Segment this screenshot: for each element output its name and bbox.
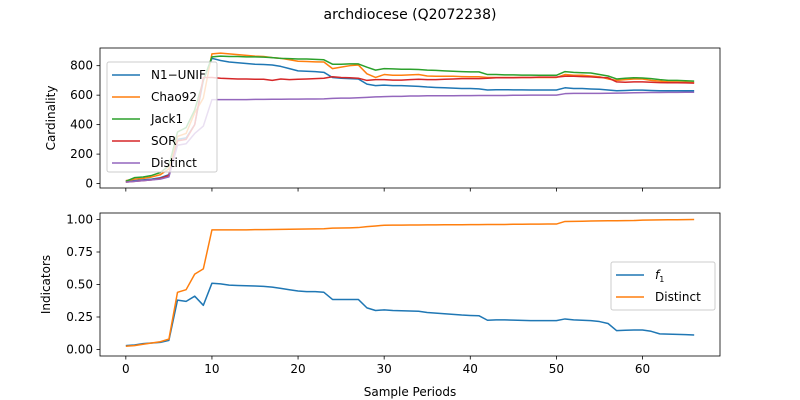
y-axis-label: Cardinality (44, 86, 58, 151)
legend-label: Chao92 (151, 90, 197, 104)
x-axis-label: Sample Periods (364, 385, 456, 399)
legend-item: Distinct (112, 156, 197, 170)
y-axis-label: Indicators (39, 255, 53, 314)
legend-box (610, 261, 716, 311)
legend-item: Jack1 (112, 112, 183, 126)
series-line-n1-unif (125, 57, 695, 183)
x-tick-label: 40 (463, 362, 478, 376)
x-tick-label: 30 (377, 362, 392, 376)
legend: f1 Distinct (610, 261, 716, 311)
series-line-jack1 (125, 55, 695, 183)
y-tick-label: 0.25 (66, 310, 93, 324)
legend-item: Chao92 (112, 90, 197, 104)
legend: N1−UNIF Chao92 Jack1 SOR Distinct (106, 61, 218, 173)
legend-label: f1 (655, 268, 664, 284)
y-tick-label: 0.75 (66, 245, 93, 259)
x-tick-label: 60 (635, 362, 650, 376)
cardinality-panel: 0 200 400 600 800 Cardinality N1−UNIF Chao92 Jac… (44, 47, 721, 192)
series-line-distinct (125, 91, 695, 183)
legend-item: SOR (112, 134, 176, 148)
y-tick-label: 400 (70, 118, 93, 132)
series-line-f1 (125, 282, 695, 347)
legend-label: N1−UNIF (151, 68, 206, 82)
axes-frame (99, 47, 721, 189)
y-tick-label: 0 (85, 177, 93, 191)
y-tick-label: 600 (70, 88, 93, 102)
y-tick-label: 1.00 (66, 213, 93, 227)
legend-item: Distinct (616, 290, 701, 304)
legend-box (106, 61, 218, 173)
y-tick-label: 0.00 (66, 343, 93, 357)
x-tick-label: 10 (204, 362, 219, 376)
series-line-sor (125, 75, 695, 183)
x-tick-label: 0 (122, 362, 130, 376)
series-lines (125, 52, 695, 183)
legend-item: f1 (616, 268, 664, 284)
y-tick-label: 200 (70, 147, 93, 161)
legend-item: N1−UNIF (112, 68, 206, 82)
x-tick-label: 50 (549, 362, 564, 376)
series-lines (125, 218, 695, 347)
legend-label: Jack1 (150, 112, 183, 126)
indicators-panel: 0 10 20 30 40 50 60 0.00 0.25 0.50 0.75 1.00 Indicat… (39, 213, 721, 376)
x-tick-label: 20 (290, 362, 305, 376)
y-tick-label: 800 (70, 59, 93, 73)
legend-label: Distinct (151, 156, 197, 170)
legend-label: Distinct (655, 290, 701, 304)
y-tick-label: 0.50 (66, 278, 93, 292)
chart-title: archdiocese (Q2072238) (324, 7, 497, 23)
series-line-distinct (125, 218, 695, 347)
legend-label: SOR (151, 134, 176, 148)
